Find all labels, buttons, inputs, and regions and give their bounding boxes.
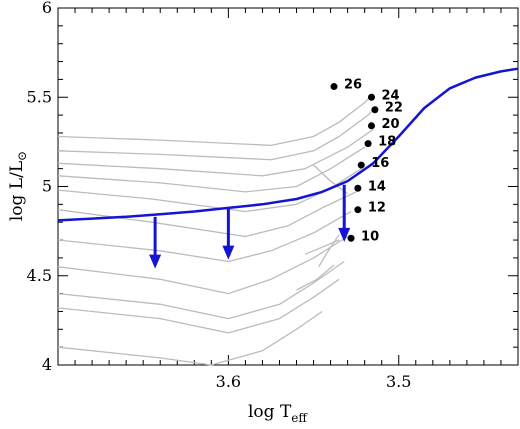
evolutionary-tracks	[57, 93, 378, 366]
mass-label: 26	[344, 78, 362, 93]
mass-label: 18	[378, 135, 396, 150]
blue-curve	[57, 67, 519, 222]
gray-track	[296, 264, 335, 291]
y-axis-label: log L/L⊙	[7, 151, 29, 221]
endpoint-dot	[367, 122, 375, 130]
x-tick-label: 3.6	[216, 372, 241, 391]
endpoint-dot	[354, 206, 362, 214]
x-axis-label-main: log T	[248, 402, 292, 422]
arrows-group	[149, 184, 351, 269]
mass-label: 10	[361, 229, 379, 244]
gray-track	[313, 164, 348, 195]
y-tick-label: 4.5	[27, 266, 52, 285]
blue-curve-group	[57, 67, 519, 222]
y-tick-label: 6	[42, 0, 52, 17]
endpoint-dot	[364, 140, 372, 148]
endpoint-dot	[367, 93, 375, 101]
x-axis-label: log Teff	[248, 402, 308, 425]
gray-track	[57, 310, 323, 366]
x-axis-label-sub: eff	[291, 411, 308, 425]
mass-label: 14	[368, 179, 386, 194]
axis-tick-labels: 4 4.5 5 5.5 6 3.6 3.5	[27, 0, 412, 391]
gray-track	[57, 235, 348, 295]
endpoint-dot	[357, 161, 365, 169]
y-tick-label: 4	[42, 355, 52, 374]
arrow-head	[222, 245, 235, 260]
mass-label: 12	[368, 201, 386, 216]
y-tick-label: 5	[42, 177, 52, 196]
gray-track	[57, 260, 345, 320]
mass-label: 20	[381, 117, 399, 132]
gray-track	[318, 234, 340, 268]
gray-track	[57, 128, 374, 177]
axis-ticks	[57, 7, 519, 366]
mass-label: 16	[371, 156, 389, 171]
plot-frame	[57, 7, 519, 366]
y-axis-label-sub: ⊙	[15, 151, 29, 161]
gray-track	[57, 168, 362, 213]
endpoint-dots	[330, 83, 379, 242]
mass-label: 24	[381, 88, 399, 103]
gray-track	[57, 210, 352, 263]
gray-track	[57, 105, 378, 161]
y-tick-label: 5.5	[27, 87, 52, 106]
y-axis-label-main: log L/L	[7, 161, 27, 221]
arrow-head	[338, 227, 351, 242]
gray-track	[57, 93, 374, 147]
arrow-head	[149, 254, 162, 269]
endpoint-dot	[347, 234, 355, 242]
x-tick-label: 3.5	[386, 372, 411, 391]
gray-track	[57, 191, 357, 238]
endpoint-dot	[371, 106, 379, 114]
endpoint-dot	[354, 184, 362, 192]
gray-track	[57, 146, 366, 193]
gray-track	[57, 278, 340, 334]
mass-label: 22	[385, 101, 403, 116]
endpoint-dot	[330, 83, 338, 91]
